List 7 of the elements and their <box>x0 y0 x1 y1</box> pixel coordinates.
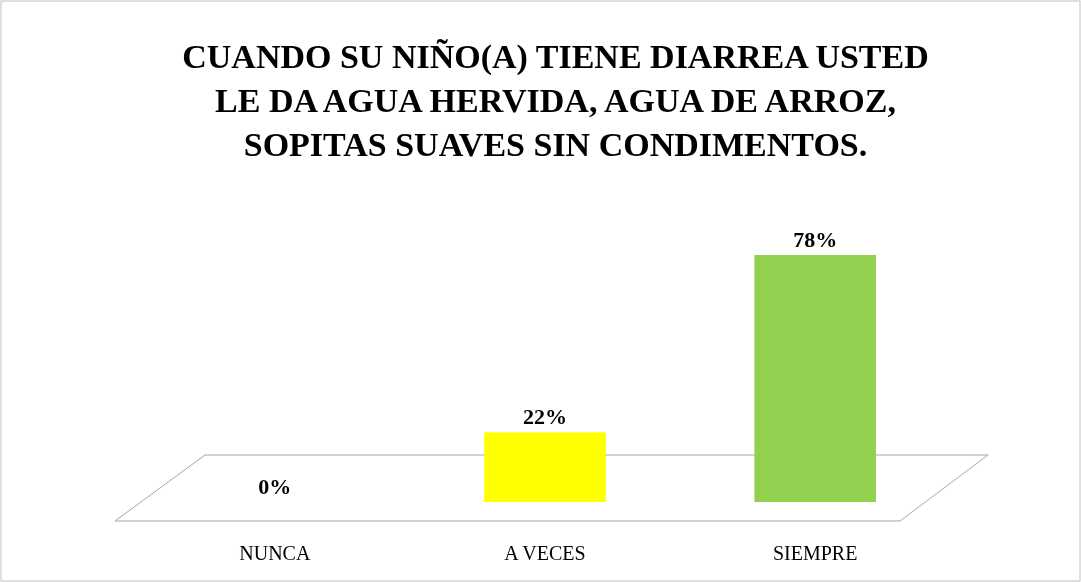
data-label: 78% <box>793 227 838 252</box>
data-label: 0% <box>258 474 292 499</box>
x-tick-label: SIEMPRE <box>772 542 858 564</box>
x-tick-label: NUNCA <box>239 542 311 564</box>
chart-title: CUANDO SU NIÑO(A) TIENE DIARREA USTED LE DA AGUA HERVIDA, AGUA DE ARROZ, SOPITAS SUAVES SIN CONDIMENTOS. <box>182 38 929 163</box>
x-tick-label: A VECES <box>504 542 586 564</box>
data-label: 22% <box>523 404 567 430</box>
